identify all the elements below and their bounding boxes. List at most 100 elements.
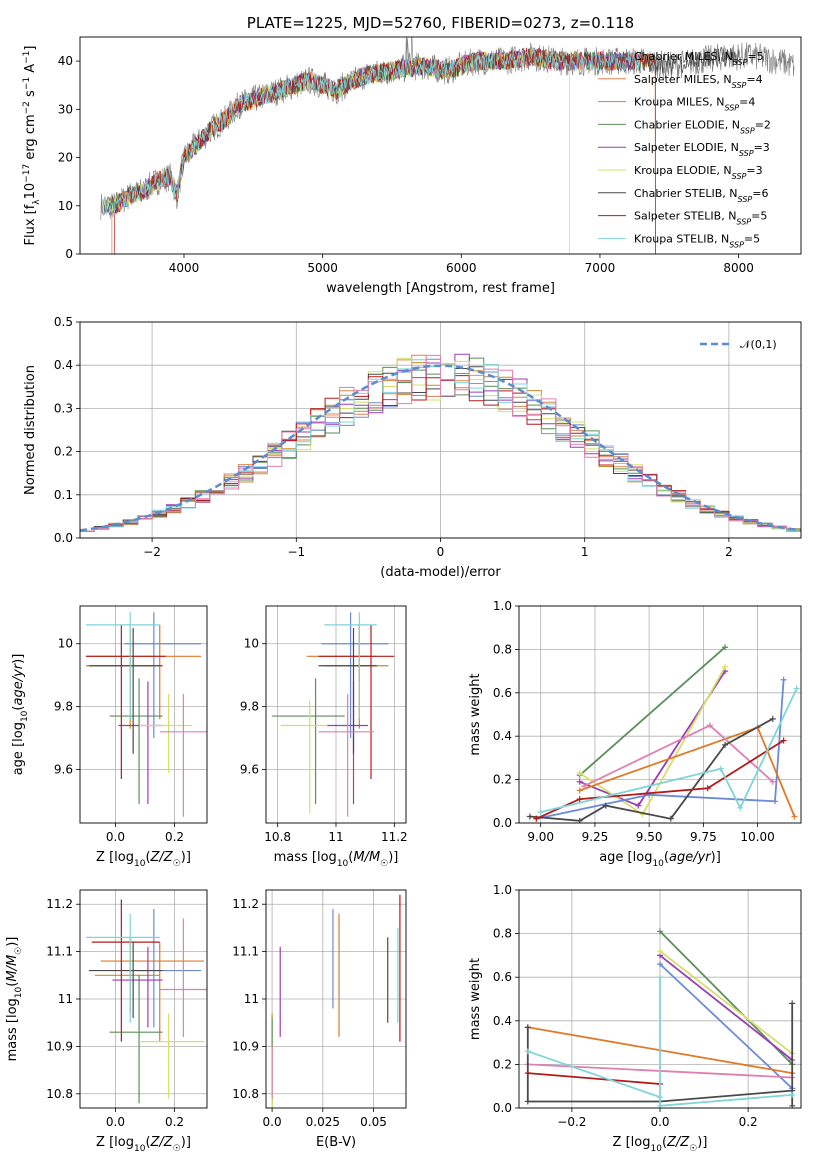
label-part: ] [23, 46, 38, 51]
label-part: −1 [22, 77, 32, 90]
mass-weight-point [526, 813, 533, 820]
plot-area [85, 899, 207, 1104]
y-axis-label: mass weight [468, 958, 483, 1040]
legend-entry-value: =3 [754, 141, 770, 154]
y-tick-label: 20 [58, 151, 73, 165]
axes-frame [79, 321, 802, 539]
residual-histogram-plot: −2 −1 0 1 2 0.0 0.1 0.2 0.3 0.4 0.5 (data-model)/er… [23, 315, 802, 580]
axes-frame [79, 605, 208, 824]
x-tick-label: 2 [725, 545, 733, 559]
legend-entry: Chabrier ELODIE, NSSP=2 [634, 118, 771, 135]
mass-weight-point [537, 809, 544, 816]
mass-weight-point [657, 974, 663, 981]
y-axis-label: mass weight [468, 673, 483, 755]
y-tick-label: 1.0 [493, 599, 512, 613]
y-axis-label: age [log10(age/yr)] [11, 654, 30, 776]
legend-entry-name: Salpeter MILES, N [634, 73, 732, 86]
y-tick-label: 10.8 [46, 1087, 73, 1101]
legend-entry: Salpeter MILES, NSSP=4 [634, 73, 763, 90]
y-axis-label: Normed distribution [23, 365, 38, 495]
model-spectrum-line [103, 46, 642, 216]
mass-weight-series-line [536, 679, 785, 820]
y-tick-label: 11.1 [232, 945, 259, 959]
mass-weight-series-line [540, 688, 798, 813]
x-tick-label: 0.0 [650, 1115, 669, 1129]
legend-entry-sub: SSP [739, 149, 754, 158]
y-tick-label: 0.0 [493, 816, 512, 830]
model-spectrum-line [103, 47, 570, 254]
mass-weight-series-line [526, 1003, 794, 1106]
legend-entry-name: Kroupa STELIB, N [634, 232, 729, 245]
mass-weight-point [581, 783, 588, 790]
mass-weight-vs-metallicity-plot: −0.2 0.0 0.2 0.0 0.2 0.4 0.6 0.8 1.0 Z [log10(Z/Z… [468, 883, 802, 1154]
legend-entry-value: =5 [744, 232, 760, 245]
legend-entry: 𝒩(0,1) [740, 338, 777, 351]
x-tick-label: 7000 [585, 261, 616, 275]
mass-weight-point [771, 798, 778, 805]
mass-weight-series-line [659, 950, 793, 1055]
label-part: )] [388, 850, 398, 865]
mass-weight-point [780, 737, 787, 744]
ticks: 0.0 0.2 10.8 10.9 11 11.1 11.2 [46, 897, 184, 1129]
y-tick-label: 11.2 [232, 897, 259, 911]
y-tick-label: 11.2 [46, 897, 73, 911]
axes-frame [79, 36, 802, 255]
mass-weight-point [576, 770, 583, 777]
plot-area [100, 37, 795, 254]
legend-entry-value: =6 [752, 187, 768, 200]
label-part: E(B-V) [316, 1135, 356, 1150]
y-tick-label: 9.6 [54, 763, 73, 777]
mass-weight-point [533, 815, 540, 822]
ticks: 10.8 11 11.2 9.6 9.8 10 [240, 637, 408, 844]
legend-entry-sub: SSP [733, 58, 748, 67]
x-tick-label: −2 [143, 545, 161, 559]
label-part: Z [log [96, 850, 134, 865]
y-tick-label: 9.6 [240, 763, 259, 777]
legend-entry-name: Kroupa ELODIE, N [634, 164, 732, 177]
mass-weight-series-line [659, 963, 793, 1090]
label-part: Z/Z [150, 1135, 174, 1150]
legend-entry-value: =5 [751, 210, 767, 223]
label-part: )] [697, 1135, 707, 1150]
ticks: 4000 5000 6000 7000 8000 0 10 20 30 40 [58, 54, 754, 275]
label-part: Z [log [613, 1135, 651, 1150]
axes-frame [518, 889, 802, 1109]
mass-weight-point [657, 948, 663, 955]
y-tick-label: 0.0 [54, 531, 73, 545]
y-tick-label: 10.8 [232, 1087, 259, 1101]
label-part: A [23, 64, 38, 77]
label-part: mass [log [274, 850, 337, 865]
y-axis-label: Flux [fλ10−17 erg cm−2 s−1 A−1] [22, 46, 42, 246]
mass-weight-point [769, 778, 776, 785]
residual-histogram-series [80, 354, 801, 532]
label-part: age/yr [11, 662, 26, 705]
label-part: 10 [14, 986, 24, 998]
x-tick-label: −0.2 [557, 1115, 586, 1129]
mass-weight-series-line [527, 977, 793, 1107]
y-tick-label: 0.5 [54, 315, 73, 329]
mass-weight-point [722, 644, 729, 651]
y-tick-label: 0.0 [493, 1101, 512, 1115]
x-tick-label: 11.2 [381, 830, 408, 844]
label-part: age/yr [669, 850, 712, 865]
mass-weight-series-line [529, 718, 774, 822]
plot-area [526, 644, 800, 823]
y-tick-label: 0.2 [54, 445, 73, 459]
legend-entry-sub: SSP [729, 240, 744, 249]
legend-entry-value: =4 [739, 96, 755, 109]
grid-lines [519, 605, 801, 824]
label-part: )] [181, 1135, 191, 1150]
model-spectrum-line [103, 47, 642, 216]
x-axis-label: (data-model)/error [380, 565, 501, 580]
label-part: −2 [22, 101, 32, 114]
x-axis-label: Z [log10(Z/Z☉)] [96, 850, 191, 869]
y-tick-label: 0.8 [493, 642, 512, 656]
y-axis-label: mass [log10(M/M☉)] [5, 937, 24, 1062]
legend-entry-name: Chabrier ELODIE, N [634, 118, 740, 131]
plot-area [271, 894, 401, 1108]
legend-entry-name: Chabrier STELIB, N [634, 187, 738, 200]
ticks: 0.0 0.025 0.05 10.8 10.9 11 11.1 11.2 [232, 897, 387, 1129]
label-part: ☉ [689, 1144, 697, 1154]
